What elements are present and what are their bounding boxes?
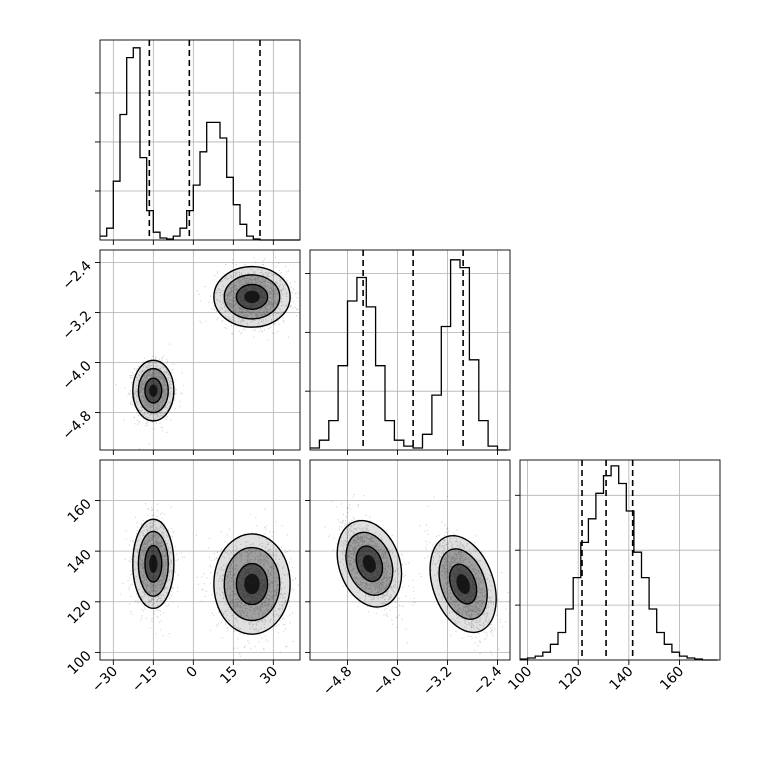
contour-0	[144, 544, 163, 583]
panel-frame	[99, 39, 301, 241]
density-layer	[324, 494, 509, 656]
x-tick-label: 120	[556, 664, 586, 694]
panel-frame	[309, 459, 511, 661]
y-tick-label: −2.4	[59, 258, 94, 293]
histogram-2	[520, 465, 718, 661]
density-fill	[456, 574, 470, 594]
contour-1	[223, 546, 281, 622]
contour-1	[235, 283, 269, 310]
x-tick-label: 0	[184, 664, 202, 682]
hist-panel-0	[95, 39, 301, 245]
contour-1	[448, 563, 478, 605]
contour-1	[438, 548, 488, 620]
y-tick-label: −3.2	[59, 308, 94, 343]
contour-1	[235, 562, 269, 606]
samples	[324, 494, 509, 656]
scatter-panel-2-0: −30 −15 0 15 30 100 120 140 160	[65, 459, 301, 696]
x-tick-label: −15	[129, 664, 161, 696]
histogram-0	[100, 47, 300, 241]
x-tick-label: 100	[505, 664, 535, 694]
x-tick-label: 140	[606, 664, 636, 694]
contour-0	[137, 367, 169, 414]
x-tick-label: 160	[657, 664, 687, 694]
contour-0	[355, 545, 384, 583]
density-fill	[149, 554, 158, 573]
y-tick-label: 160	[65, 496, 95, 526]
x-tick-label: −2.4	[470, 663, 505, 698]
y-tick-label: 120	[65, 597, 95, 627]
panel-frame	[309, 249, 511, 451]
y-tick-label: −4.8	[59, 408, 94, 443]
contour-1	[213, 533, 291, 635]
y-tick-label: 140	[65, 547, 95, 577]
contour-1	[223, 274, 281, 320]
contour-0	[137, 530, 169, 597]
panel-frame	[99, 459, 301, 661]
scatter-panel-1-0: −4.8 −4.0 −3.2 −2.4	[59, 249, 301, 455]
density-fill	[244, 290, 260, 304]
panel-frame	[99, 249, 301, 451]
x-tick-label: −4.0	[370, 664, 405, 699]
density-layer	[119, 503, 300, 657]
density-fill	[362, 554, 376, 573]
contour-0	[132, 518, 175, 610]
contour-0	[336, 519, 403, 608]
contour-1	[429, 534, 497, 634]
density-fill	[149, 384, 158, 397]
hist-panel-1	[305, 249, 511, 455]
density-layer	[115, 256, 299, 450]
x-tick-label: −30	[89, 664, 121, 696]
contour-0	[132, 359, 175, 422]
panel-frame	[519, 459, 721, 661]
scatter-panel-2-1: −4.8 −4.0 −3.2 −2.4	[305, 459, 511, 699]
samples	[119, 503, 300, 657]
contour-0	[345, 531, 394, 596]
x-tick-label: −4.8	[320, 664, 355, 699]
y-tick-label: 100	[65, 648, 95, 678]
x-tick-label: −3.2	[420, 664, 455, 699]
y-tick-label: −4.0	[59, 358, 94, 393]
density-fill	[244, 573, 260, 595]
samples	[115, 256, 299, 450]
x-tick-label: 15	[217, 664, 241, 688]
contour-0	[144, 377, 163, 404]
x-tick-label: 30	[257, 664, 281, 688]
hist-panel-2: 100 120 140 160	[505, 459, 721, 694]
histogram-1	[310, 259, 507, 451]
contour-1	[213, 265, 291, 328]
